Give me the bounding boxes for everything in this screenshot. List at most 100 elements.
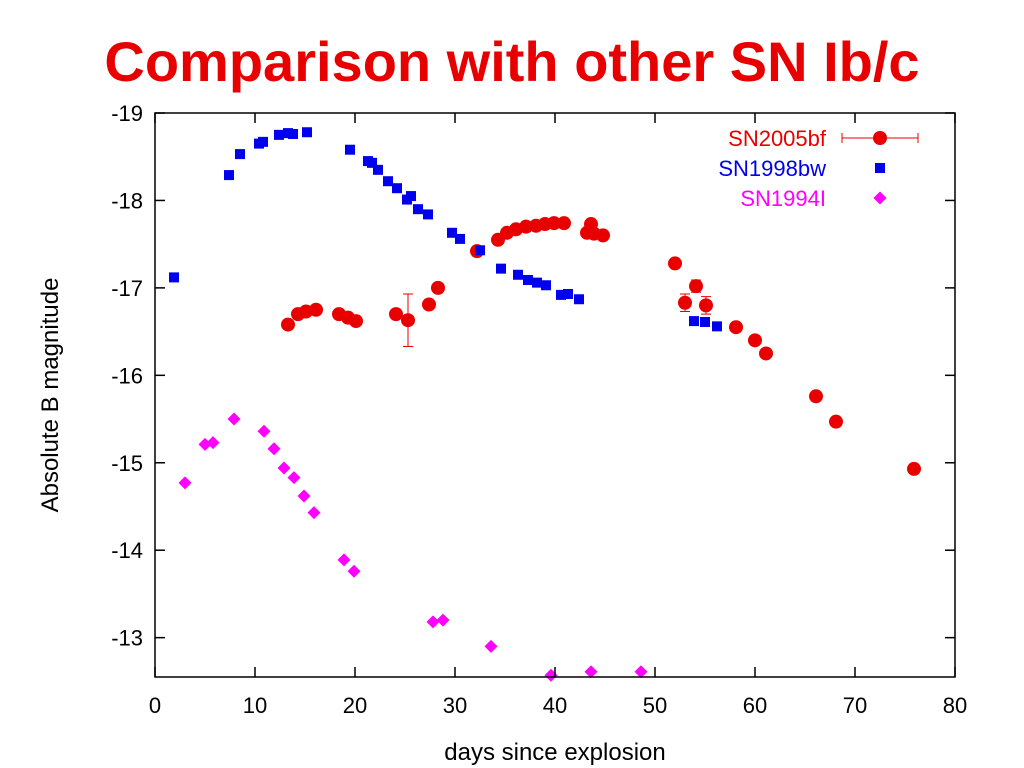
- data-point: [557, 216, 571, 231]
- data-point: [227, 412, 241, 426]
- data-point: [523, 275, 533, 286]
- data-point: [541, 280, 551, 291]
- series-sn1998bw: [169, 127, 722, 332]
- data-point: [712, 321, 722, 332]
- data-point: [668, 256, 682, 271]
- slide-title: Comparison with other SN Ib/c: [104, 30, 920, 93]
- data-point: [678, 295, 692, 310]
- data-point: [277, 461, 291, 475]
- data-layer: [169, 127, 921, 682]
- data-point: [475, 245, 485, 256]
- data-point: [307, 506, 321, 520]
- data-point: [436, 613, 450, 627]
- data-point: [287, 471, 301, 485]
- series-sn1994i: [178, 412, 648, 682]
- data-point: [392, 183, 402, 194]
- data-point: [302, 127, 312, 138]
- data-point: [829, 414, 843, 429]
- data-point: [729, 320, 743, 335]
- data-point: [169, 272, 179, 283]
- data-point: [401, 313, 415, 328]
- x-tick-label: 20: [343, 693, 367, 718]
- data-point: [373, 164, 383, 175]
- data-point: [431, 280, 445, 295]
- data-point: [258, 136, 268, 147]
- x-tick-label: 50: [643, 693, 667, 718]
- data-point: [309, 302, 323, 317]
- y-tick-label: -15: [111, 451, 143, 476]
- data-point: [455, 233, 465, 244]
- data-point: [447, 227, 457, 238]
- data-point: [345, 144, 355, 155]
- data-point: [257, 424, 271, 438]
- axis-ticks: 0 10 20 30 40 50 60 70 80 -19 -18 -17 -16 -15 -14 -13: [111, 101, 967, 718]
- data-point: [423, 209, 433, 220]
- x-tick-label: 30: [443, 693, 467, 718]
- data-point: [574, 294, 584, 305]
- data-point: [422, 297, 436, 312]
- y-tick-label: -14: [111, 538, 143, 563]
- data-point: [224, 170, 234, 181]
- y-axis-title: Absolute B magnitude: [37, 278, 64, 513]
- legend-label: SN1994I: [740, 186, 826, 211]
- data-point: [496, 263, 506, 274]
- data-point: [748, 333, 762, 348]
- x-tick-label: 70: [843, 693, 867, 718]
- x-tick-label: 40: [543, 693, 567, 718]
- x-tick-label: 60: [743, 693, 767, 718]
- data-point: [206, 436, 220, 450]
- data-point: [563, 289, 573, 300]
- data-point: [584, 665, 598, 679]
- data-point: [235, 149, 245, 160]
- plot-frame: [154, 112, 956, 678]
- x-tick-label: 0: [149, 693, 161, 718]
- data-point: [274, 129, 284, 140]
- data-point: [634, 665, 648, 679]
- data-point: [297, 489, 311, 503]
- legend-marker: [873, 131, 887, 145]
- y-tick-label: -16: [111, 363, 143, 388]
- data-point: [281, 317, 295, 332]
- data-point: [809, 389, 823, 404]
- legend-label: SN1998bw: [718, 156, 826, 181]
- data-point: [288, 128, 298, 139]
- legend-label: SN2005bf: [728, 126, 827, 151]
- data-point: [426, 615, 440, 629]
- x-tick-label: 80: [943, 693, 967, 718]
- data-point: [556, 289, 566, 300]
- legend-marker: [873, 191, 887, 205]
- series-sn2005bf: [281, 216, 921, 476]
- x-tick-label: 10: [243, 693, 267, 718]
- data-point: [700, 316, 710, 327]
- legend-item-sn2005bf: SN2005bf: [728, 126, 919, 151]
- data-point: [532, 277, 542, 288]
- data-point: [547, 216, 561, 231]
- data-point: [513, 269, 523, 280]
- legend-item-sn1994i: SN1994I: [740, 186, 887, 211]
- data-point: [519, 219, 533, 234]
- data-point: [699, 298, 713, 313]
- data-point: [484, 639, 498, 653]
- data-point: [689, 279, 703, 294]
- data-point: [347, 564, 361, 578]
- data-point: [367, 157, 377, 168]
- data-point: [267, 442, 281, 456]
- data-point: [596, 228, 610, 243]
- data-point: [389, 307, 403, 322]
- y-tick-label: -19: [111, 101, 143, 126]
- data-point: [337, 553, 351, 567]
- x-axis-title: days since explosion: [444, 739, 665, 766]
- data-point: [383, 176, 393, 187]
- y-tick-label: -18: [111, 188, 143, 213]
- y-tick-label: -17: [111, 276, 143, 301]
- legend: SN2005bf SN1998bw SN1994I: [718, 126, 919, 211]
- data-point: [413, 204, 423, 215]
- y-tick-label: -13: [111, 626, 143, 651]
- data-point: [907, 461, 921, 476]
- data-point: [349, 314, 363, 329]
- data-point: [406, 191, 416, 202]
- data-point: [689, 316, 699, 327]
- data-point: [759, 346, 773, 361]
- data-point: [178, 476, 192, 490]
